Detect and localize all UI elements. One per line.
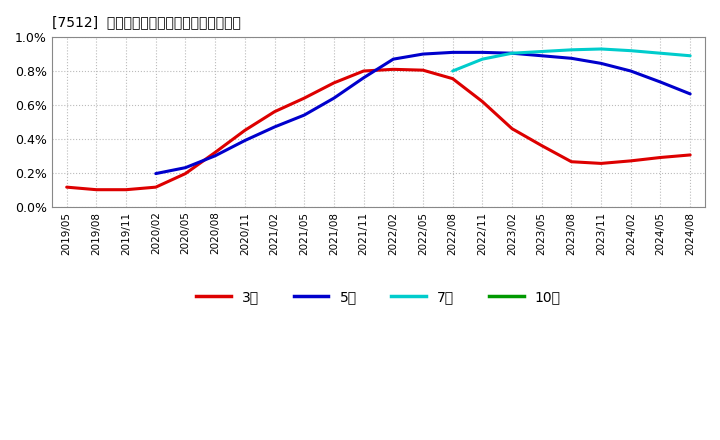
3年 xyxy=(63,184,71,190)
5年 xyxy=(418,51,427,57)
3年 xyxy=(418,67,427,73)
3年 xyxy=(537,143,546,148)
5年 xyxy=(656,79,665,84)
Legend: 3年, 5年, 7年, 10年: 3年, 5年, 7年, 10年 xyxy=(190,285,567,310)
5年 xyxy=(151,171,160,176)
5年 xyxy=(270,125,279,130)
7年 xyxy=(686,53,695,59)
Line: 7年: 7年 xyxy=(453,49,690,71)
7年 xyxy=(449,68,457,73)
5年 xyxy=(359,75,368,81)
3年 xyxy=(240,128,249,133)
3年 xyxy=(656,155,665,160)
3年 xyxy=(597,161,606,166)
5年 xyxy=(537,53,546,59)
Line: 3年: 3年 xyxy=(67,70,690,190)
3年 xyxy=(181,171,190,176)
5年 xyxy=(181,165,190,170)
3年 xyxy=(330,80,338,85)
7年 xyxy=(656,51,665,56)
7年 xyxy=(478,56,487,62)
5年 xyxy=(389,56,397,62)
5年 xyxy=(211,153,220,158)
5年 xyxy=(449,50,457,55)
Line: 5年: 5年 xyxy=(156,52,690,174)
5年 xyxy=(478,50,487,55)
3年 xyxy=(389,67,397,72)
3年 xyxy=(359,68,368,73)
7年 xyxy=(537,49,546,54)
7年 xyxy=(508,51,516,56)
3年 xyxy=(626,158,635,164)
5年 xyxy=(508,51,516,56)
3年 xyxy=(151,184,160,190)
3年 xyxy=(567,159,576,165)
5年 xyxy=(626,68,635,73)
5年 xyxy=(597,61,606,66)
7年 xyxy=(626,48,635,53)
3年 xyxy=(300,95,309,101)
5年 xyxy=(686,91,695,96)
3年 xyxy=(211,150,220,155)
3年 xyxy=(478,99,487,104)
5年 xyxy=(330,95,338,101)
7年 xyxy=(597,46,606,51)
5年 xyxy=(300,113,309,118)
3年 xyxy=(449,76,457,81)
3年 xyxy=(270,109,279,114)
3年 xyxy=(122,187,130,192)
7年 xyxy=(567,47,576,52)
5年 xyxy=(567,56,576,61)
3年 xyxy=(508,126,516,131)
Text: [7512]  経常利益マージンの標準偏差の推移: [7512] 経常利益マージンの標準偏差の推移 xyxy=(52,15,240,29)
3年 xyxy=(686,152,695,158)
3年 xyxy=(92,187,101,192)
5年 xyxy=(240,138,249,143)
